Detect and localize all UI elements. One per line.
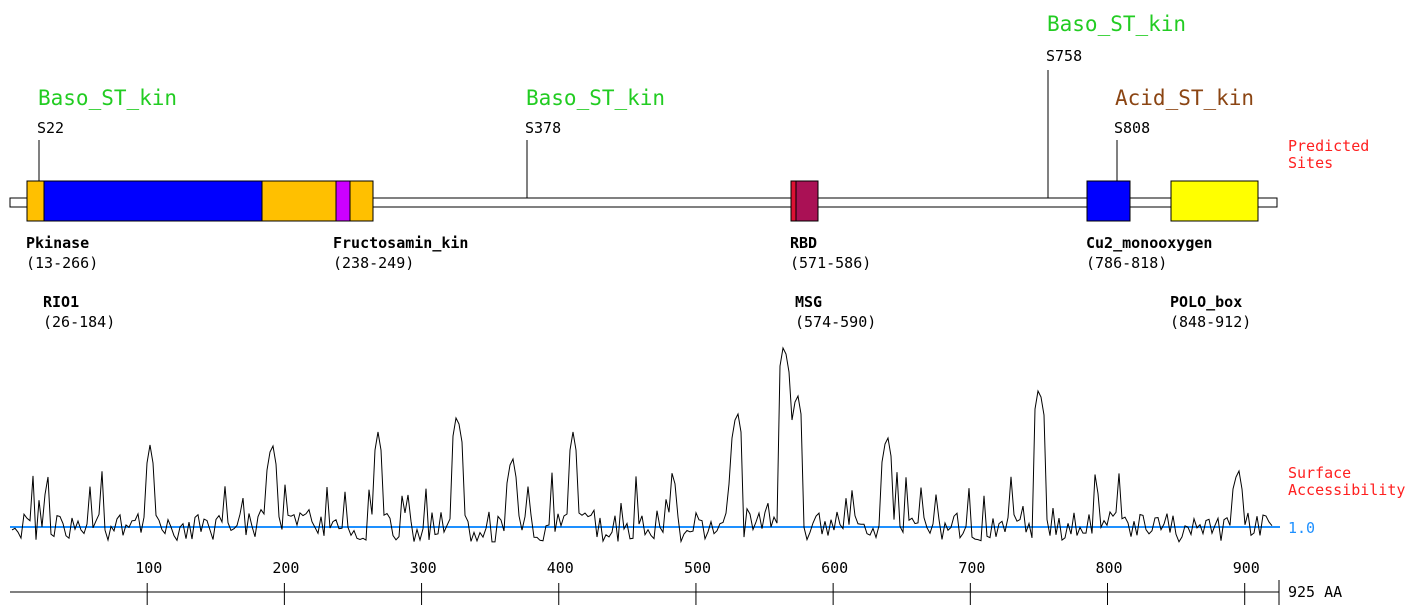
- domain-range-label: (786-818): [1086, 254, 1168, 272]
- site-position-label: S22: [37, 119, 65, 137]
- site-position-label: S808: [1114, 119, 1151, 137]
- domain-name-label: RBD: [790, 234, 818, 252]
- axis-tick-label: 500: [683, 559, 712, 577]
- axis-tick-label: 300: [409, 559, 437, 577]
- domain-box-msg: [795, 180, 819, 222]
- axis-tick-label: 200: [272, 559, 300, 577]
- site-position-label: S378: [525, 119, 562, 137]
- domain-box-cu2-monooxygen: [1086, 180, 1131, 222]
- predicted-sites-label: Predicted Sites: [1288, 137, 1370, 172]
- domain-name-label: Pkinase: [26, 234, 90, 252]
- axis-tick-label: 100: [135, 559, 163, 577]
- domain-name-label: RIO1: [43, 293, 80, 311]
- site-type-label: Baso_ST_kin: [1047, 12, 1187, 36]
- surface-accessibility-label: Surface Accessibility: [1288, 464, 1406, 499]
- sequence-length-label: 925 AA: [1288, 583, 1343, 601]
- axis-tick-label: 600: [821, 559, 849, 577]
- domain-range-label: (13-266): [26, 254, 99, 272]
- domain-box-pkinase-left: [26, 180, 45, 222]
- site-position-label: S758: [1046, 47, 1083, 65]
- domain-box-rbd: [790, 180, 797, 222]
- site-type-label: Baso_ST_kin: [526, 86, 666, 110]
- domain-box-rio1: [43, 180, 263, 222]
- baseline-value-label: 1.0: [1288, 519, 1316, 537]
- domain-name-label: MSG: [795, 293, 823, 311]
- domain-name-label: Cu2_monooxygen: [1086, 234, 1213, 252]
- axis-tick-label: 900: [1232, 559, 1260, 577]
- domain-box-polo-box: [1170, 180, 1259, 222]
- domain-range-label: (848-912): [1170, 313, 1252, 331]
- protein-backbone: [9, 197, 1278, 208]
- axis-tick-label: 800: [1095, 559, 1123, 577]
- site-type-label: Baso_ST_kin: [38, 86, 178, 110]
- domain-box-pkinase-right: [261, 180, 337, 222]
- domain-box-fructosamin-kin: [335, 180, 351, 222]
- domain-name-label: POLO_box: [1170, 293, 1243, 311]
- axis-tick-label: 700: [958, 559, 986, 577]
- domain-range-label: (238-249): [333, 254, 415, 272]
- site-type-label: Acid_ST_kin: [1115, 86, 1255, 110]
- domain-range-label: (571-586): [790, 254, 872, 272]
- domain-range-label: (574-590): [795, 313, 877, 331]
- domain-range-label: (26-184): [43, 313, 116, 331]
- domain-box-pkinase-end: [349, 180, 374, 222]
- axis-tick-label: 400: [546, 559, 574, 577]
- surface-accessibility-profile: [11, 346, 1273, 544]
- domain-name-label: Fructosamin_kin: [333, 234, 469, 252]
- axis-ticks: [146, 583, 1246, 605]
